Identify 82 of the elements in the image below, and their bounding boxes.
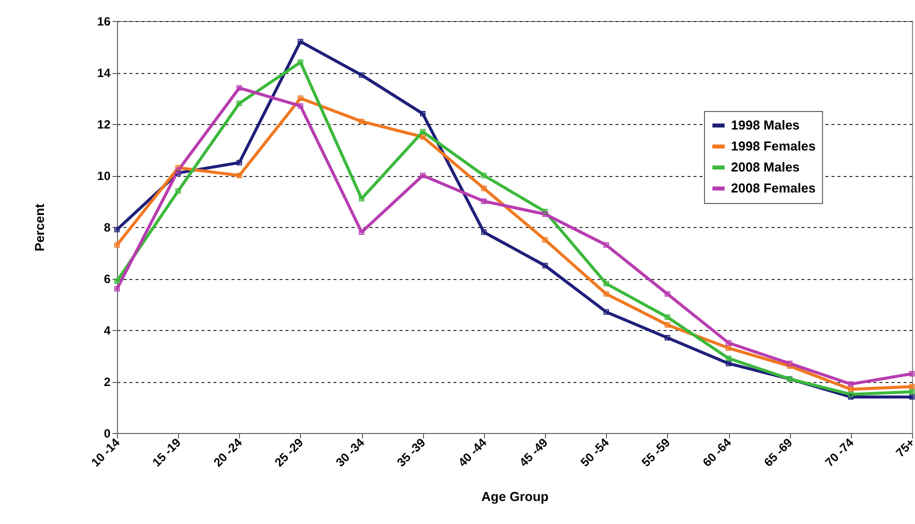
point xyxy=(236,100,242,106)
point xyxy=(481,172,487,178)
point xyxy=(481,229,487,235)
point xyxy=(420,172,426,178)
point xyxy=(909,371,915,377)
legend-label: 1998 Males xyxy=(731,118,800,132)
point xyxy=(114,278,120,284)
point xyxy=(726,340,732,346)
point xyxy=(114,226,120,232)
x-tick-label: 40 -44 xyxy=(455,435,490,470)
x-tick-label: 75+ xyxy=(893,436,915,460)
legend-label: 2008 Females xyxy=(731,180,816,196)
point xyxy=(603,242,609,248)
point xyxy=(542,211,548,217)
point xyxy=(236,172,242,178)
point xyxy=(298,96,304,101)
y-tick-label: 0 xyxy=(104,426,111,440)
point xyxy=(726,345,732,351)
x-tick-label: 45 -49 xyxy=(516,435,551,470)
y-tick-label: 12 xyxy=(97,118,111,132)
x-tick-label: 20 -24 xyxy=(210,435,245,470)
point xyxy=(481,198,487,204)
point xyxy=(848,381,854,387)
y-axis-title: Percent xyxy=(32,202,48,252)
y-tick-label: 16 xyxy=(97,14,111,28)
legend-label: 2008 Males xyxy=(731,160,800,174)
x-tick-label: 30 -34 xyxy=(333,435,368,470)
point xyxy=(298,59,304,65)
x-tick-label: 50 -54 xyxy=(578,435,612,470)
point xyxy=(542,208,548,214)
point xyxy=(848,394,854,400)
y-tick-label: 14 xyxy=(97,66,111,80)
point xyxy=(358,229,364,235)
point xyxy=(726,356,732,362)
point xyxy=(542,262,548,268)
point xyxy=(114,286,120,292)
point xyxy=(358,118,364,124)
point xyxy=(298,103,304,109)
point xyxy=(175,168,181,174)
point xyxy=(481,186,487,192)
y-tick-label: 2 xyxy=(104,375,111,389)
point xyxy=(298,38,304,44)
point xyxy=(358,72,364,78)
point xyxy=(175,165,181,171)
y-tick-label: 10 xyxy=(97,169,111,183)
point xyxy=(909,389,915,395)
point xyxy=(358,196,364,202)
point xyxy=(114,242,120,248)
x-tick-label: 25 -29 xyxy=(272,435,306,470)
point xyxy=(848,386,854,392)
point xyxy=(664,291,670,297)
point xyxy=(664,314,670,320)
point xyxy=(603,309,609,315)
x-tick-label: 60 -64 xyxy=(700,435,734,470)
point xyxy=(420,110,426,116)
x-tick-label: 15 -19 xyxy=(150,435,184,470)
x-axis-title: Age Group xyxy=(481,488,549,504)
point xyxy=(786,363,792,369)
point xyxy=(236,85,242,91)
point xyxy=(175,188,181,194)
point xyxy=(786,360,792,366)
point xyxy=(726,360,732,366)
point xyxy=(909,394,915,400)
y-tick-label: 8 xyxy=(104,220,111,234)
x-tick-label: 35 -39 xyxy=(394,435,428,470)
x-tick-label: 55 -59 xyxy=(638,435,674,470)
point xyxy=(909,384,915,390)
point xyxy=(236,160,242,166)
point xyxy=(420,128,426,134)
x-tick-label: 65 -69 xyxy=(761,435,796,470)
point xyxy=(664,322,670,328)
y-tick-label: 4 xyxy=(104,324,111,338)
point xyxy=(175,170,181,176)
point xyxy=(420,134,426,140)
legend-label: 1998 Females xyxy=(731,138,816,154)
point xyxy=(603,291,609,297)
y-tick-label: 6 xyxy=(104,272,111,286)
point xyxy=(603,280,609,286)
point xyxy=(664,334,670,340)
point xyxy=(542,237,548,243)
point xyxy=(848,392,854,398)
x-tick-label: 70 -74 xyxy=(822,435,857,470)
